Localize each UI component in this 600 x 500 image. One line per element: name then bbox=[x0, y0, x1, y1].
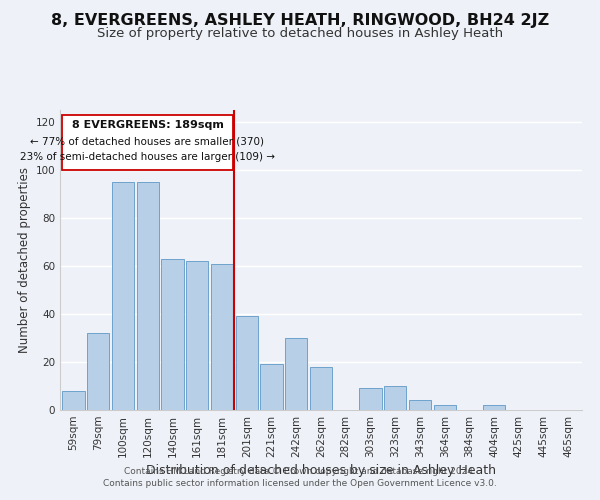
FancyBboxPatch shape bbox=[62, 115, 233, 170]
Text: 8 EVERGREENS: 189sqm: 8 EVERGREENS: 189sqm bbox=[71, 120, 223, 130]
Bar bbox=[211, 264, 233, 410]
Text: 8, EVERGREENS, ASHLEY HEATH, RINGWOOD, BH24 2JZ: 8, EVERGREENS, ASHLEY HEATH, RINGWOOD, B… bbox=[51, 12, 549, 28]
Text: Contains HM Land Registry data © Crown copyright and database right 2024.: Contains HM Land Registry data © Crown c… bbox=[124, 467, 476, 476]
Bar bbox=[112, 182, 134, 410]
Bar bbox=[483, 405, 505, 410]
X-axis label: Distribution of detached houses by size in Ashley Heath: Distribution of detached houses by size … bbox=[146, 464, 496, 477]
Bar bbox=[137, 182, 159, 410]
Text: 23% of semi-detached houses are larger (109) →: 23% of semi-detached houses are larger (… bbox=[20, 152, 275, 162]
Bar bbox=[359, 388, 382, 410]
Bar bbox=[310, 367, 332, 410]
Bar bbox=[62, 391, 85, 410]
Text: Contains public sector information licensed under the Open Government Licence v3: Contains public sector information licen… bbox=[103, 478, 497, 488]
Bar bbox=[285, 338, 307, 410]
Bar bbox=[409, 400, 431, 410]
Bar bbox=[87, 333, 109, 410]
Text: Size of property relative to detached houses in Ashley Heath: Size of property relative to detached ho… bbox=[97, 28, 503, 40]
Bar bbox=[434, 405, 456, 410]
Bar bbox=[236, 316, 258, 410]
Bar bbox=[384, 386, 406, 410]
Y-axis label: Number of detached properties: Number of detached properties bbox=[18, 167, 31, 353]
Bar bbox=[161, 259, 184, 410]
Bar bbox=[260, 364, 283, 410]
Text: ← 77% of detached houses are smaller (370): ← 77% of detached houses are smaller (37… bbox=[31, 136, 265, 146]
Bar bbox=[186, 261, 208, 410]
